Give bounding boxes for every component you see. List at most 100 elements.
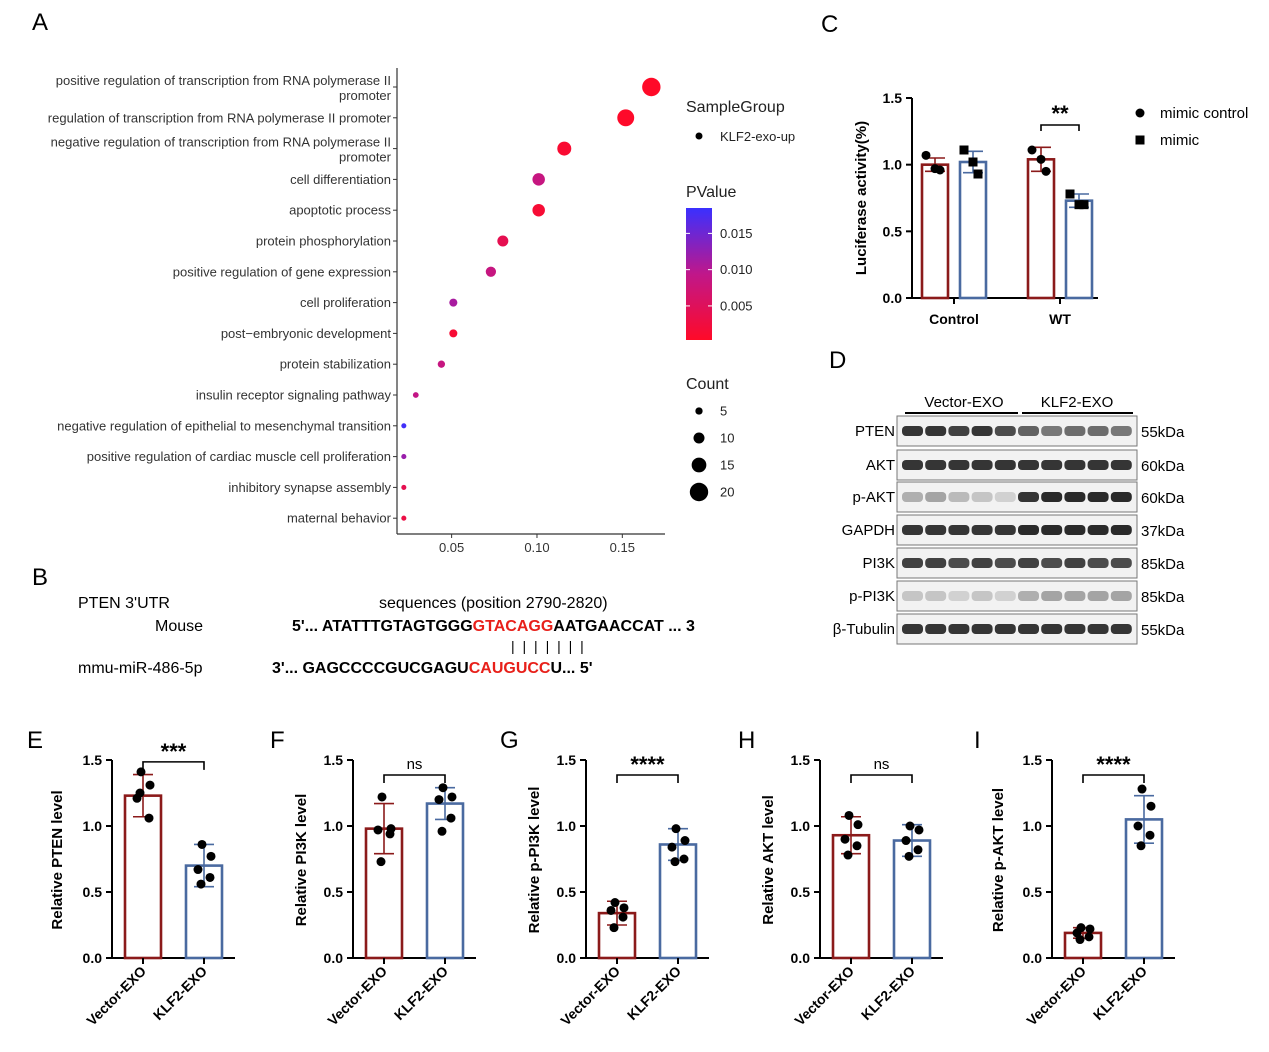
y-axis-label: Relative AKT level xyxy=(760,795,777,925)
blot-band xyxy=(994,525,1016,535)
data-point xyxy=(667,842,677,852)
blot-size-label: 37kDa xyxy=(1141,523,1185,540)
data-point xyxy=(1041,166,1051,176)
blot-band xyxy=(1018,426,1039,436)
blot-band xyxy=(1018,624,1039,634)
blot-band xyxy=(1087,624,1109,634)
data-point xyxy=(852,841,862,851)
blot-band xyxy=(1064,426,1086,436)
y-tick-label: 0.0 xyxy=(324,950,344,966)
y-tick-label: 1.5 xyxy=(557,752,577,768)
count-legend-circle xyxy=(691,457,707,473)
bar xyxy=(958,160,988,300)
panel-letter-h: H xyxy=(738,727,755,754)
count-legend-title: Count xyxy=(686,376,729,393)
panel-letter-f: F xyxy=(270,727,285,754)
panel-e-pten-chart: 0.0 0.5 1.0 1.5 Vector-EXO KLF2-EXO *** Relativ… xyxy=(49,739,235,1029)
bar xyxy=(1064,199,1094,300)
blot-size-label: 85kDa xyxy=(1141,556,1185,573)
x-category-label: KLF2-EXO xyxy=(624,963,684,1023)
blot-band xyxy=(925,460,947,470)
data-point xyxy=(1133,821,1143,831)
blot-band xyxy=(1087,492,1109,502)
data-point xyxy=(609,923,619,933)
y-tick-label: 0.0 xyxy=(791,950,811,966)
blot-band xyxy=(1110,460,1132,470)
bubble-point xyxy=(485,266,497,277)
bubble-point xyxy=(401,423,407,429)
blot-protein-label: GAPDH xyxy=(842,522,895,539)
pvalue-colorbar-ticks: 0.015 0.010 0.005 xyxy=(686,226,753,313)
go-term-label: cell differentiation xyxy=(290,172,391,187)
y-tick-label: 0.5 xyxy=(883,223,903,239)
go-term-label: positive regulation of transcription fro… xyxy=(56,73,392,103)
blot-size-label: 85kDa xyxy=(1141,589,1185,606)
data-point xyxy=(1075,935,1085,945)
blot-band xyxy=(925,591,947,601)
data-point xyxy=(135,788,145,798)
count-legend-label: 10 xyxy=(720,431,734,446)
blot-band xyxy=(902,558,923,568)
data-point xyxy=(671,824,681,834)
samplegroup-legend-title: SampleGroup xyxy=(686,99,785,116)
blot-band xyxy=(948,460,970,470)
utr-sequence: 5'... ATATTTGTAGTGGGGTACAGGAATGAACCAT ..… xyxy=(292,618,695,635)
data-point xyxy=(921,150,931,160)
panel-letter-a: A xyxy=(32,9,48,36)
bubble-point xyxy=(532,203,545,217)
blot-size-label: 60kDa xyxy=(1141,490,1185,507)
pvalue-legend-title: PValue xyxy=(686,184,737,201)
data-point xyxy=(618,912,628,922)
species-label: Mouse xyxy=(155,618,203,635)
go-term-label-line: negative regulation of transcription fro… xyxy=(51,135,391,150)
blot-band xyxy=(902,591,923,601)
bubble-point xyxy=(617,109,635,127)
blot-band xyxy=(1041,460,1063,470)
blot-band xyxy=(925,426,947,436)
colorbar-tick-label: 0.010 xyxy=(720,262,753,277)
pvalue-colorbar xyxy=(686,208,712,340)
blot-size-label: 55kDa xyxy=(1141,622,1185,639)
x-category-label: KLF2-EXO xyxy=(150,963,210,1023)
blot-band xyxy=(925,624,947,634)
data-point xyxy=(136,767,146,777)
go-term-label: cell proliferation xyxy=(300,295,391,310)
blot-band xyxy=(971,558,993,568)
blot-band xyxy=(1041,591,1063,601)
data-point xyxy=(144,813,154,823)
x-category-label: Control xyxy=(929,311,979,327)
y-tick-label: 0.0 xyxy=(1023,950,1043,966)
mirna-sequence-suffix: U... 5' xyxy=(550,660,592,677)
blot-band xyxy=(948,591,970,601)
data-point xyxy=(904,851,914,861)
blot-band xyxy=(902,525,923,535)
blot-protein-label: PTEN xyxy=(855,423,895,440)
blot-band xyxy=(902,492,923,502)
y-tick-label: 1.5 xyxy=(1023,752,1043,768)
count-legend-label: 5 xyxy=(720,404,727,419)
blot-band xyxy=(1018,591,1039,601)
blot-band xyxy=(1018,492,1039,502)
data-point xyxy=(670,857,680,867)
data-point xyxy=(606,905,616,915)
count-legend-circle xyxy=(693,432,705,444)
data-point-square xyxy=(1065,189,1075,199)
go-term-label: positive regulation of cardiac muscle ce… xyxy=(87,449,391,464)
panel-letter-i: I xyxy=(974,727,981,754)
y-axis-label: Relative PTEN level xyxy=(49,790,66,929)
blot-band xyxy=(1087,525,1109,535)
blot-group-label: KLF2-EXO xyxy=(1041,394,1114,411)
significance-bracket xyxy=(1040,124,1080,131)
blot-protein-label: β-Tubulin xyxy=(833,621,895,638)
blot-size-label: 55kDa xyxy=(1141,424,1185,441)
utr-sequence-suffix: AATGAACCAT ... 3 xyxy=(553,618,695,635)
y-tick-label: 0.5 xyxy=(324,884,344,900)
y-tick-label: 1.0 xyxy=(1023,818,1043,834)
colorbar-tick-label: 0.005 xyxy=(720,298,753,313)
data-point xyxy=(385,829,395,839)
go-term-label: positive regulation of gene expression xyxy=(173,264,391,279)
significance-label: *** xyxy=(161,739,187,764)
go-term-label-line: positive regulation of transcription fro… xyxy=(56,73,391,88)
y-tick-label: 1.0 xyxy=(83,818,103,834)
blot-band xyxy=(902,460,923,470)
